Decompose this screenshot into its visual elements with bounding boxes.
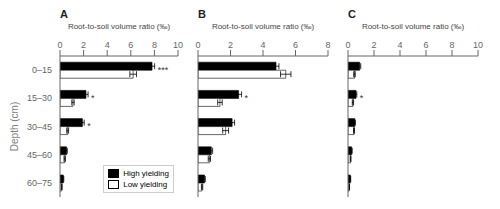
svg-text:6: 6 [423,40,428,50]
svg-text:2: 2 [228,40,233,50]
svg-text:10: 10 [173,40,183,50]
svg-text:6: 6 [128,40,133,50]
svg-text:2: 2 [81,40,86,50]
html-text:Root-to-soil volume ratio (‰): Root-to-soil volume ratio (‰) [361,22,465,31]
html-text:B: B [198,8,206,20]
svg-text:***: *** [158,65,169,75]
svg-text:*: * [91,93,95,103]
svg-text:8: 8 [152,40,157,50]
svg-text:4: 4 [260,40,265,50]
svg-text:45–60: 45–60 [27,150,52,160]
svg-text:*: * [245,93,249,103]
svg-text:60–75: 60–75 [27,178,52,188]
html-text:Root-to-soil volume ratio (‰): Root-to-soil volume ratio (‰) [211,22,315,31]
svg-text:4: 4 [105,40,110,50]
html-text:Low yielding: Low yielding [123,180,168,189]
svg-text:2: 2 [371,40,376,50]
svg-text:8: 8 [325,40,330,50]
svg-text:15–30: 15–30 [27,93,52,103]
html-text:Root-to-soil volume ratio (‰): Root-to-soil volume ratio (‰) [67,22,171,31]
html-text:High yielding: High yielding [123,169,169,178]
html-text:C: C [348,8,356,20]
svg-text:0–15: 0–15 [32,65,52,75]
svg-text:0: 0 [195,40,200,50]
svg-text:*: * [87,121,91,131]
svg-text:4: 4 [397,40,402,50]
svg-text:Depth (cm): Depth (cm) [9,102,20,151]
svg-text:8: 8 [449,40,454,50]
svg-text:6: 6 [293,40,298,50]
svg-text:*: * [360,93,364,103]
svg-text:0: 0 [57,40,62,50]
svg-text:10: 10 [473,40,483,50]
svg-text:30–45: 30–45 [27,122,52,132]
svg-text:0: 0 [345,40,350,50]
html-text:A: A [60,8,68,20]
